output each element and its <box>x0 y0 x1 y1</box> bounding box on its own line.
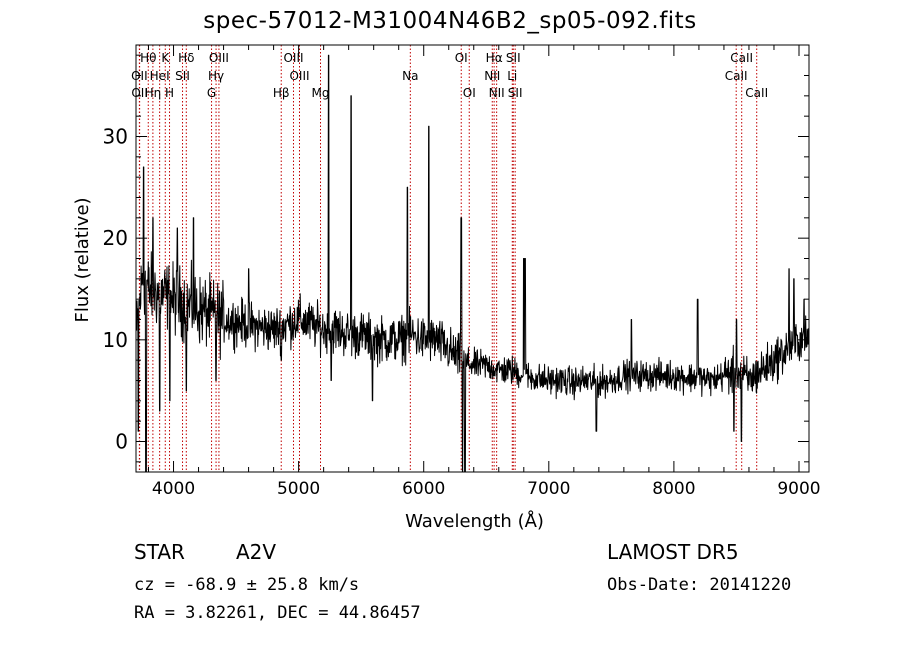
line-label: Hθ <box>140 51 156 65</box>
x-tick-label: 5000 <box>277 479 320 499</box>
line-label: NII <box>489 86 505 100</box>
line-label: Mg <box>312 86 330 100</box>
line-label: SII <box>506 51 521 65</box>
x-axis-label: Wavelength (Å) <box>405 510 544 532</box>
line-label: OI <box>455 51 468 65</box>
y-tick-label: 20 <box>103 226 128 250</box>
line-label: OIII <box>289 69 309 83</box>
line-label: OII <box>131 69 148 83</box>
line-label: K <box>161 51 170 65</box>
spectrum-group <box>136 54 810 473</box>
spectrum-line <box>136 54 810 473</box>
ticks: 4000 5000 6000 7000 8000 9000 0 10 20 30 Wavelengt… <box>72 45 821 532</box>
x-tick-label: 9000 <box>777 479 820 499</box>
class-label: STAR <box>134 540 185 564</box>
x-tick-label: 6000 <box>402 479 445 499</box>
survey-label: LAMOST DR5 <box>607 540 739 564</box>
line-label: HeI <box>150 69 170 83</box>
line-label: SII <box>175 69 190 83</box>
line-label: Li <box>507 69 517 83</box>
subclass-label: A2V <box>236 540 277 564</box>
y-axis-label: Flux (relative) <box>72 197 93 322</box>
line-label: OI <box>463 86 476 100</box>
cz-value: cz = -68.9 ± 25.8 km/s <box>134 575 360 595</box>
x-tick-label: 8000 <box>652 479 695 499</box>
line-label: OIII <box>209 51 229 65</box>
line-label: G <box>207 86 216 100</box>
line-label: Hα <box>486 51 503 65</box>
line-label: OIII <box>283 51 303 65</box>
y-tick-label: 30 <box>103 125 128 149</box>
obs-date: Obs-Date: 20141220 <box>607 575 792 595</box>
line-label: Na <box>402 69 418 83</box>
line-markers <box>138 45 758 472</box>
coordinates: RA = 3.82261, DEC = 44.86457 <box>134 603 421 623</box>
line-label: Hβ <box>273 86 290 100</box>
plot-frame <box>135 44 810 473</box>
axes <box>135 44 810 473</box>
line-label: OII <box>131 86 148 100</box>
line-label: Hη <box>145 86 162 100</box>
line-label: Hγ <box>208 69 224 83</box>
x-tick-label: 4000 <box>152 479 195 499</box>
line-label: CaII <box>745 86 768 100</box>
y-tick-label: 10 <box>103 328 128 352</box>
line-label: CaII <box>730 51 753 65</box>
line-label: SII <box>508 86 523 100</box>
line-label: CaII <box>725 69 748 83</box>
line-label: H <box>165 86 174 100</box>
line-label: NII <box>484 69 500 83</box>
x-tick-label: 7000 <box>527 479 570 499</box>
chart-title: spec-57012-M31004N46B2_sp05-092.fits <box>203 8 697 34</box>
y-tick-label: 0 <box>115 430 128 454</box>
line-label: Hδ <box>178 51 194 65</box>
